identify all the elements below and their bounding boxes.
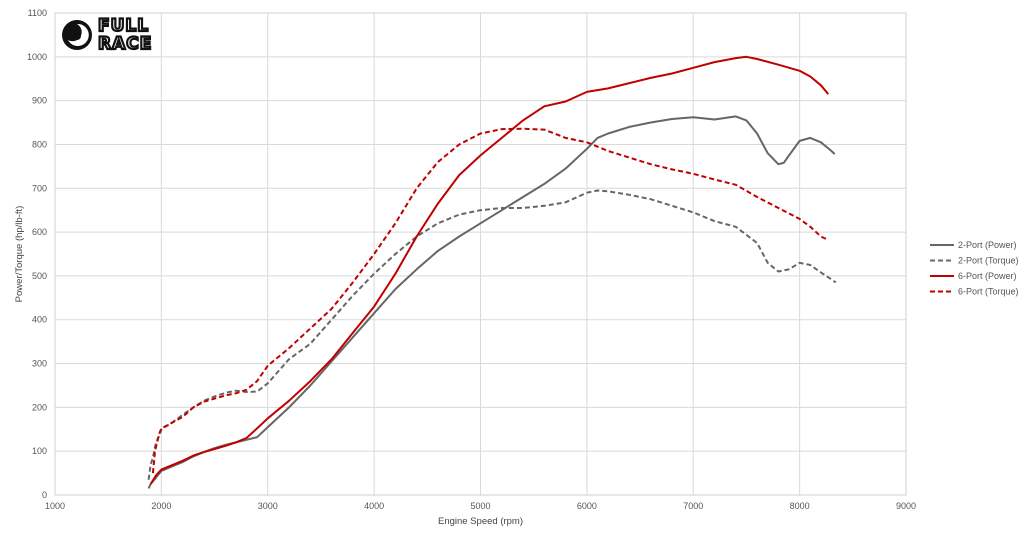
y-tick-label: 600 (32, 227, 47, 237)
legend-label: 2-Port (Torque) (958, 256, 1019, 266)
x-tick-label: 6000 (577, 501, 597, 511)
y-axis-ticks: 0 100 200 300 400 500 600 700 800 900 1000 1100 (27, 8, 47, 500)
series-line-2 (147, 189, 837, 480)
y-tick-label: 200 (32, 402, 47, 412)
y-tick-label: 800 (32, 139, 47, 149)
series-line-3 (149, 55, 830, 485)
y-axis-title: Power/Torque (hp/lb-ft) (14, 206, 25, 303)
series-line-4 (151, 127, 829, 474)
y-tick-label: 700 (32, 183, 47, 193)
y-tick-label: 0 (42, 490, 47, 500)
x-tick-label: 9000 (896, 501, 916, 511)
x-tick-label: 5000 (470, 501, 490, 511)
y-tick-label: 500 (32, 271, 47, 281)
full-race-logo: FULL RACE (62, 15, 152, 55)
x-tick-label: 3000 (258, 501, 278, 511)
x-tick-label: 1000 (45, 501, 65, 511)
series-lines (147, 55, 837, 489)
gridlines (54, 12, 907, 496)
plot-area (54, 12, 907, 496)
x-tick-label: 7000 (683, 501, 703, 511)
legend: 2-Port (Power) 2-Port (Torque) 6-Port (Pow… (930, 240, 1019, 297)
x-axis-ticks: 1000 2000 3000 4000 5000 6000 7000 8000 9000 (45, 501, 916, 511)
legend-label: 6-Port (Power) (958, 271, 1017, 281)
x-tick-label: 2000 (151, 501, 171, 511)
y-tick-label: 100 (32, 446, 47, 456)
logo-line-2: RACE (98, 34, 152, 54)
y-tick-label: 900 (32, 96, 47, 106)
legend-label: 6-Port (Torque) (958, 287, 1019, 297)
y-tick-label: 300 (32, 359, 47, 369)
x-tick-label: 8000 (790, 501, 810, 511)
y-tick-label: 1000 (27, 52, 47, 62)
x-axis-title: Engine Speed (rpm) (438, 516, 523, 527)
y-tick-label: 1100 (28, 8, 47, 18)
logo-line-1: FULL (98, 16, 149, 36)
y-tick-label: 400 (32, 315, 47, 325)
x-tick-label: 4000 (364, 501, 384, 511)
legend-label: 2-Port (Power) (958, 240, 1017, 250)
